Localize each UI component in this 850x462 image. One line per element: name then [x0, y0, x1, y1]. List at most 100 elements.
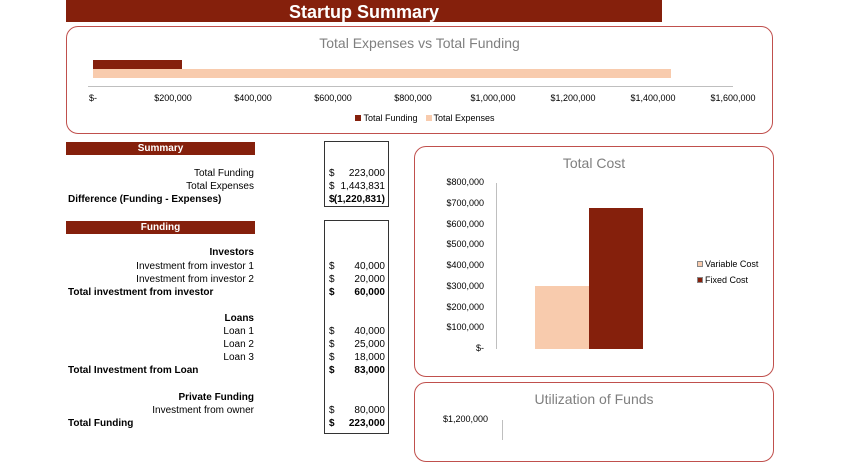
legend: Total Funding Total Expenses: [0, 113, 850, 123]
legend-swatch: [697, 261, 703, 267]
x-tick-label: $-: [88, 93, 97, 103]
row-value: $20,000: [329, 274, 385, 286]
y-tick-label: $200,000: [446, 301, 484, 312]
y-tick-label: $400,000: [446, 260, 484, 270]
legend-item: Total Funding: [355, 113, 418, 123]
currency-symbol: $: [329, 168, 335, 179]
legend-label: Fixed Cost: [705, 275, 749, 285]
y-tick-label: $-: [475, 343, 484, 353]
row-value: $40,000: [329, 326, 385, 338]
bar-fixed-cost: [589, 207, 643, 349]
row-value: $60,000: [329, 287, 385, 299]
row-value: $223,000: [329, 418, 385, 430]
x-tick-label: $1,400,000: [630, 93, 676, 103]
row-label: Private Funding: [178, 392, 254, 403]
x-tick-label: $1,200,000: [550, 93, 596, 103]
y-axis-line: [502, 420, 503, 440]
row-label: Difference (Funding - Expenses): [68, 194, 222, 205]
x-tick-label: $400,000: [234, 93, 272, 103]
expenses-vs-funding-chart: Total Expenses vs Total Funding: [66, 26, 773, 134]
y-tick-label: $100,000: [446, 322, 484, 333]
chart-title: Total Cost: [562, 155, 626, 171]
row-label: Loan 2: [223, 339, 254, 350]
row-label: Total investment from investor: [68, 287, 214, 298]
row-label: Investors: [209, 247, 254, 258]
chart-title: Utilization of Funds: [534, 391, 654, 407]
row-label: Loan 1: [223, 326, 254, 337]
row-label: Loan 3: [223, 352, 254, 363]
legend-swatch: [425, 115, 432, 121]
y-axis-line: [496, 183, 497, 349]
y-tick-label: $1,200,000: [443, 414, 489, 424]
legend-label: Total Expenses: [433, 113, 495, 123]
bar-variable-cost: [535, 285, 589, 349]
amount: 60,000: [354, 287, 385, 298]
total-cost-chart: Total Cost: [414, 146, 774, 377]
amount: 83,000: [354, 365, 385, 376]
chart-title: Total Expenses vs Total Funding: [319, 35, 520, 51]
x-tick-label: $800,000: [394, 93, 432, 103]
row-label: Total Funding: [68, 418, 134, 429]
legend-item: Fixed Cost: [697, 275, 748, 285]
currency-symbol: $: [329, 418, 335, 429]
row-value: $40,000: [329, 261, 385, 273]
x-tick-label: $1,600,000: [710, 93, 756, 103]
row-label: Investment from owner: [152, 405, 254, 416]
row-label: Investment from investor 2: [136, 274, 254, 285]
row-label: Total Expenses: [186, 181, 254, 192]
amount: 80,000: [354, 405, 385, 416]
row-label: Total Funding: [193, 168, 254, 179]
amount: 223,000: [348, 418, 385, 429]
amount: 20,000: [354, 274, 385, 285]
currency-symbol: $: [329, 181, 335, 192]
currency-symbol: $: [329, 287, 335, 298]
row-value: $18,000: [329, 352, 385, 364]
currency-symbol: $: [329, 326, 335, 337]
bar-total-funding: [93, 60, 183, 69]
legend-item: Variable Cost: [697, 259, 758, 269]
x-tick-label: $200,000: [154, 93, 192, 103]
row-value: $223,000: [329, 168, 385, 180]
currency-symbol: $: [329, 194, 335, 205]
currency-symbol: $: [329, 405, 335, 416]
amount: 40,000: [354, 261, 385, 272]
page-title: Startup Summary: [66, 0, 662, 22]
row-value: $ (1,220,831): [329, 194, 385, 206]
amount: 25,000: [354, 339, 385, 350]
x-tick-label: $1,000,000: [470, 93, 516, 103]
y-tick-label: $300,000: [446, 280, 484, 291]
y-tick-label: $800,000: [446, 177, 484, 187]
amount: 1,443,831: [340, 181, 386, 192]
x-axis-line: [88, 86, 733, 87]
y-tick-label: $500,000: [446, 239, 484, 250]
row-value: $80,000: [329, 405, 385, 417]
amount: 18,000: [354, 352, 385, 363]
currency-symbol: $: [329, 261, 335, 272]
row-label: Total Investment from Loan: [68, 365, 199, 376]
summary-values-box: [324, 141, 389, 207]
amount: (1,220,831): [333, 194, 385, 205]
x-tick-label: $600,000: [314, 93, 352, 103]
row-value: $83,000: [329, 365, 385, 377]
legend-swatch: [697, 277, 703, 283]
currency-symbol: $: [329, 365, 335, 376]
funding-heading: Funding: [66, 221, 255, 234]
summary-heading: Summary: [66, 142, 255, 155]
currency-symbol: $: [329, 274, 335, 285]
row-value: $25,000: [329, 339, 385, 351]
legend-label: Variable Cost: [705, 259, 759, 269]
amount: 223,000: [348, 168, 385, 179]
bar-total-expenses: [93, 69, 671, 78]
legend-swatch: [355, 115, 362, 121]
funding-values-box: [324, 220, 389, 434]
amount: 40,000: [354, 326, 385, 337]
legend-item: Total Expenses: [425, 113, 495, 123]
currency-symbol: $: [329, 352, 335, 363]
row-value: $1,443,831: [329, 181, 385, 193]
legend-label: Total Funding: [363, 113, 418, 123]
currency-symbol: $: [329, 339, 335, 350]
row-label: Loans: [224, 313, 254, 324]
y-tick-label: $600,000: [446, 218, 484, 229]
row-label: Investment from investor 1: [136, 261, 254, 272]
y-tick-label: $700,000: [446, 197, 484, 208]
